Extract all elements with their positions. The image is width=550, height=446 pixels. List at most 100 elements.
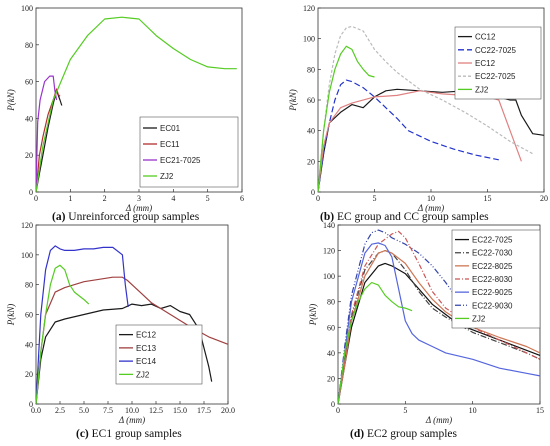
series-line-ec01: [35, 90, 63, 193]
series-line-ec14: [35, 245, 129, 405]
panel-c: 0.0 2.5 5.0 7.5 10.0 12.5 15.0 17.5 20.0 0 20 40 60 8…: [6, 221, 235, 425]
caption-b: (b) EC group and CC group samples: [320, 211, 489, 223]
y-tick-label: 120: [303, 4, 315, 13]
legend-entry: EC13: [136, 344, 157, 353]
legend-entry: CC22-7025: [475, 46, 516, 55]
legend-entry: EC14: [136, 357, 157, 366]
caption-c-letter: (c): [76, 428, 89, 440]
legend-entry: ZJ2: [160, 172, 174, 181]
y-tick-label: 80: [25, 281, 33, 290]
y-tick-label: 80: [307, 65, 315, 74]
y-tick-label: 60: [327, 323, 335, 332]
y-tick-label: 120: [21, 221, 33, 230]
y-tick-label: 100: [21, 251, 33, 260]
series-line-cc22-7025: [317, 79, 499, 193]
x-tick-label: 20.0: [221, 406, 235, 415]
x-tick-label: 7.5: [103, 406, 113, 415]
x-tick-label: 10: [469, 406, 477, 415]
y-tick-label: 40: [327, 349, 335, 358]
legend-entry: CC12: [475, 33, 496, 42]
series-line-zj2: [35, 264, 90, 405]
y-tick-label: 100: [21, 4, 33, 13]
series-line-ec12: [35, 303, 213, 405]
x-tick-label: 4: [171, 194, 175, 203]
x-tick-label: 12.5: [149, 406, 163, 415]
x-tick-label: 0: [316, 194, 320, 203]
y-tick-label: 60: [25, 311, 33, 320]
legend-entry: EC12: [475, 59, 496, 68]
caption-d-letter: (d): [350, 428, 365, 440]
legend-entry: ZJ2: [472, 314, 486, 323]
series-line-ec12: [317, 90, 522, 193]
x-tick-label: 5: [403, 406, 407, 415]
y-tick-label: 100: [303, 35, 315, 44]
legend: CC12 CC22-7025 EC12 EC22-7025 ZJ2: [454, 26, 542, 100]
legend-entry: EC22-9025: [472, 288, 513, 297]
y-tick-label: 0: [29, 188, 33, 197]
legend-entry: EC22-9030: [472, 301, 513, 310]
y-tick-label: 20: [25, 151, 33, 160]
caption-d: (d) EC2 group samples: [350, 428, 457, 440]
legend-entry: EC21-7025: [160, 156, 201, 165]
x-tick-label: 2: [103, 194, 107, 203]
series-line-ec21-7025: [35, 75, 58, 193]
series-line-zj2: [337, 281, 413, 405]
x-axis-label: Δ (mm): [417, 203, 444, 213]
legend: EC12 EC13 EC14 ZJ2: [115, 324, 203, 385]
y-tick-label: 0: [311, 188, 315, 197]
y-tick-label: 0: [331, 400, 335, 409]
x-tick-label: 0: [336, 406, 340, 415]
caption-b-text: EC group and CC group samples: [336, 211, 489, 223]
series-line-zj2: [35, 16, 237, 193]
y-axis-label: P(kN): [6, 89, 16, 112]
x-axis-label: Δ (mm): [118, 415, 145, 425]
y-axis-label: P(kN): [6, 304, 16, 327]
x-tick-label: 15: [484, 194, 492, 203]
x-tick-label: 5.0: [79, 406, 89, 415]
caption-c-text: EC1 group samples: [91, 428, 182, 440]
x-tick-label: 17.5: [197, 406, 211, 415]
legend: EC22-7025 EC22-7030 EC22-8025 EC22-8030 EC22…: [451, 229, 541, 329]
x-axis-label: Δ (mm): [425, 415, 452, 425]
y-tick-label: 20: [327, 374, 335, 383]
caption-d-text: EC2 group samples: [366, 428, 458, 440]
x-tick-label: 5: [206, 194, 210, 203]
legend-entry: EC01: [160, 124, 181, 133]
series-line-ec22-8025: [337, 250, 541, 405]
legend-entry: ZJ2: [475, 85, 489, 94]
legend-box: [115, 324, 203, 385]
x-tick-label: 10: [427, 194, 435, 203]
x-tick-label: 1: [68, 194, 72, 203]
series-line-ec22-8030: [337, 230, 541, 405]
x-tick-label: 0.0: [31, 406, 41, 415]
caption-a-text: Unreinforced group samples: [68, 211, 200, 223]
y-axis-label: P(kN): [288, 89, 298, 112]
x-tick-label: 10.0: [125, 406, 139, 415]
x-tick-label: 5: [373, 194, 377, 203]
legend-entry: EC11: [160, 140, 180, 149]
x-tick-label: 20: [540, 194, 548, 203]
y-axis-label: P(kN): [308, 304, 318, 327]
y-tick-label: 40: [25, 340, 33, 349]
y-tick-label: 120: [323, 247, 335, 256]
series-line-zj2: [317, 45, 375, 193]
panel-d: 0 5 10 15 0 20 40 60 80 100 120 140 Δ (mm) P(kN) EC22-…: [308, 221, 544, 425]
y-tick-label: 140: [323, 221, 335, 230]
caption-a-letter: (a): [52, 211, 66, 223]
x-tick-label: 3: [137, 194, 141, 203]
legend-entry: EC22-8030: [472, 275, 513, 284]
legend-entry: EC22-7025: [475, 72, 516, 81]
caption-a: (a) Unreinforced group samples: [52, 211, 199, 223]
series-line-ec22-7025: [317, 25, 533, 193]
y-tick-label: 60: [307, 96, 315, 105]
y-tick-label: 100: [323, 272, 335, 281]
legend-box: [139, 116, 239, 188]
legend-entry: EC22-8025: [472, 262, 513, 271]
x-tick-label: 6: [240, 194, 244, 203]
legend-entry: EC12: [136, 331, 157, 340]
legend-entry: EC22-7025: [472, 236, 513, 245]
y-tick-label: 0: [29, 400, 33, 409]
